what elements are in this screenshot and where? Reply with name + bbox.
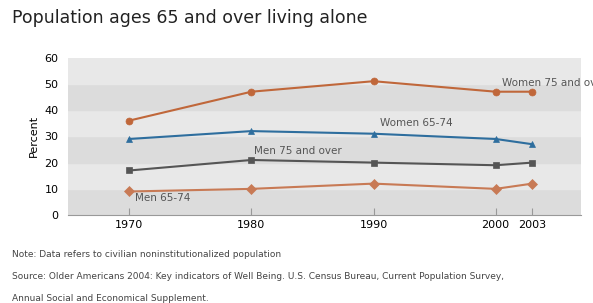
Bar <box>68 136 581 163</box>
Bar <box>68 163 581 189</box>
Y-axis label: Percent: Percent <box>29 115 39 158</box>
Bar <box>68 84 581 110</box>
Text: Men 65-74: Men 65-74 <box>135 193 191 203</box>
Text: Source: Older Americans 2004: Key indicators of Well Being. U.S. Census Bureau, : Source: Older Americans 2004: Key indica… <box>12 272 504 281</box>
Text: Men 75 and over: Men 75 and over <box>254 146 342 156</box>
Bar <box>68 110 581 136</box>
Text: Women 65-74: Women 65-74 <box>380 118 452 128</box>
Text: Population ages 65 and over living alone: Population ages 65 and over living alone <box>12 9 367 27</box>
Text: Women 75 and over: Women 75 and over <box>502 78 593 88</box>
Text: Annual Social and Economical Supplement.: Annual Social and Economical Supplement. <box>12 294 209 303</box>
Bar <box>68 58 581 84</box>
Text: Note: Data refers to civilian noninstitutionalized population: Note: Data refers to civilian noninstitu… <box>12 250 281 259</box>
Bar <box>68 189 581 215</box>
